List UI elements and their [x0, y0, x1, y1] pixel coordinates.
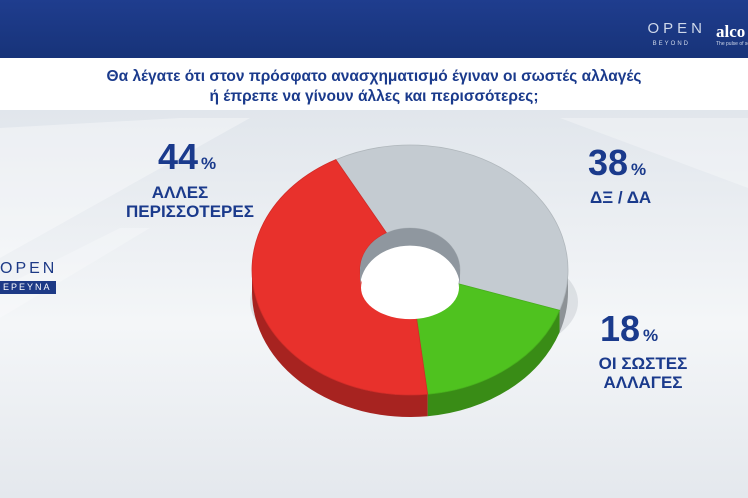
open-brand-logo: OPEN — [647, 20, 706, 37]
side-ereuna-label: ΕΡΕΥΝΑ — [0, 281, 56, 294]
slice-label-line: ΠΕΡΙΣΣΟΤΕΡΕΣ — [126, 202, 254, 221]
slice-side-wall — [559, 270, 568, 333]
background-stripes — [0, 118, 748, 318]
slice-pct-label-correct: 18% — [600, 308, 658, 350]
slice-value-correct: 18 — [600, 308, 641, 349]
slice-label-line: ΑΛΛΕΣ — [151, 183, 209, 202]
slice-label-line: ΑΛΛΑΓΕΣ — [603, 373, 683, 392]
percent-sign: % — [631, 160, 647, 179]
slice-side-wall — [252, 270, 428, 417]
percent-sign: % — [643, 326, 659, 345]
donut-hole-floor — [361, 256, 459, 320]
slice-label-line: ΔΞ / ΔΑ — [590, 188, 652, 207]
slice-label-line: ΟΙ ΣΩΣΤΕΣ — [598, 354, 688, 373]
alco-logo: alco — [716, 22, 746, 41]
alco-logo-subtitle: The pulse of society — [716, 41, 748, 47]
slice-label-others: ΑΛΛΕΣ ΠΕΡΙΣΣΟΤΕΡΕΣ — [126, 183, 254, 221]
percent-sign: % — [201, 154, 217, 173]
slice-value-dk: 38 — [588, 142, 629, 183]
open-brand-subtitle: BEYOND — [652, 41, 690, 47]
header-bar: OPEN BEYOND alco The pulse of society — [0, 0, 748, 58]
slice-value-others: 44 — [158, 136, 199, 177]
donut-hole-wall — [360, 228, 460, 288]
slice-side-wall — [427, 310, 560, 417]
question-line-1: Θα λέγατε ότι στον πρόσφατο ανασχηματισμ… — [106, 68, 642, 85]
question-box — [0, 58, 748, 110]
slice-label-correct: ΟΙ ΣΩΣΤΕΣ ΑΛΛΑΓΕΣ — [598, 354, 688, 392]
slice-pct-label-dk: 38% — [588, 142, 646, 184]
slice-label-dk: ΔΞ / ΔΑ — [590, 188, 651, 207]
question-line-2: ή έπρεπε να γίνουν άλλες και περισσότερε… — [209, 88, 539, 105]
side-open-logo: OPEN — [0, 260, 58, 277]
slice-pct-label-others: 44% — [158, 136, 216, 178]
